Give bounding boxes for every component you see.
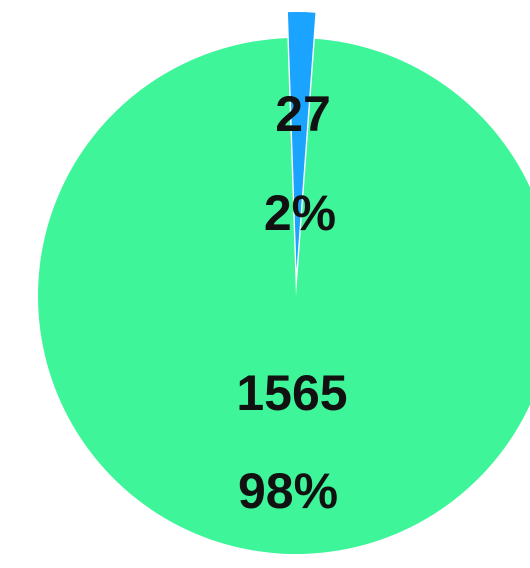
slice-large-value-label: 1565 bbox=[236, 365, 347, 421]
pie-slices bbox=[38, 12, 530, 554]
slice-small-percent-label: 2% bbox=[264, 185, 336, 241]
pie-slice-large bbox=[38, 38, 530, 554]
slice-large-percent-label: 98% bbox=[238, 463, 338, 519]
slice-small-value-label: 27 bbox=[275, 86, 331, 142]
pie-labels: 27 2% 1565 98% bbox=[236, 86, 347, 519]
pie-slice-small bbox=[287, 12, 316, 271]
